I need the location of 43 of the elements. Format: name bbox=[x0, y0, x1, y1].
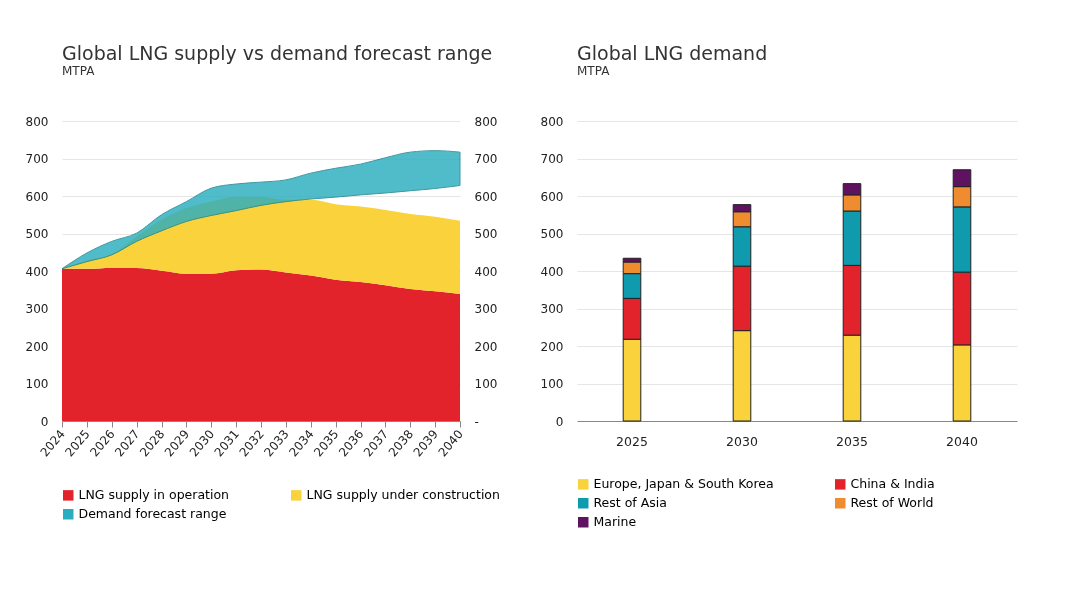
y-tick-label: 500 bbox=[540, 227, 564, 241]
y2-tick-label: 400 bbox=[474, 264, 498, 279]
chart-subtitle: MTPA bbox=[62, 64, 96, 78]
y-tick-label: 300 bbox=[25, 302, 49, 316]
y-tick-label: 0 bbox=[40, 414, 49, 429]
legend-label: Rest of World bbox=[850, 495, 934, 511]
legend-label: LNG supply in operation bbox=[78, 487, 230, 503]
y-tick-label: 200 bbox=[25, 339, 49, 354]
x-tick-label: 2035 bbox=[836, 433, 868, 449]
y2-tick-label: - bbox=[474, 414, 479, 429]
y-tick-label: 200 bbox=[540, 339, 564, 354]
chart-title: Global LNG supply vs demand forecast range bbox=[62, 42, 493, 64]
y2-tick-label: 600 bbox=[474, 189, 498, 204]
legend-label: China & India bbox=[850, 476, 935, 492]
x-tick-label: 2025 bbox=[616, 433, 648, 449]
y2-tick-label: 100 bbox=[474, 377, 498, 391]
y-tick-label: 0 bbox=[555, 414, 564, 429]
y2-tick-label: 200 bbox=[474, 339, 498, 354]
y2-tick-label: 300 bbox=[474, 302, 498, 316]
legend-label: Marine bbox=[593, 514, 637, 530]
y-tick-label: 700 bbox=[540, 152, 564, 166]
legend-label: Rest of Asia bbox=[593, 495, 667, 511]
y-tick-label: 800 bbox=[540, 114, 564, 129]
chart-subtitle: MTPA bbox=[577, 64, 611, 78]
y-tick-label: 400 bbox=[540, 264, 564, 279]
y-tick-label: 100 bbox=[25, 377, 49, 391]
y-tick-label: 700 bbox=[25, 152, 49, 166]
y-tick-label: 600 bbox=[540, 189, 564, 204]
y2-tick-label: 500 bbox=[474, 227, 498, 241]
y-tick-label: 500 bbox=[25, 227, 49, 241]
y-tick-label: 400 bbox=[25, 264, 49, 279]
y-tick-label: 300 bbox=[540, 302, 564, 316]
y-tick-label: 800 bbox=[25, 114, 49, 129]
y2-tick-label: 800 bbox=[474, 114, 498, 129]
x-tick-label: 2040 bbox=[946, 433, 978, 449]
y2-tick-label: 700 bbox=[474, 152, 498, 166]
legend-label: LNG supply under construction bbox=[306, 487, 500, 503]
y-tick-label: 100 bbox=[540, 377, 564, 391]
chart-title: Global LNG demand bbox=[577, 42, 768, 64]
legend-label: Demand forecast range bbox=[78, 506, 227, 522]
x-tick-label: 2030 bbox=[726, 433, 758, 449]
legend-label: Europe, Japan & South Korea bbox=[593, 476, 774, 492]
y-tick-label: 600 bbox=[25, 189, 49, 204]
